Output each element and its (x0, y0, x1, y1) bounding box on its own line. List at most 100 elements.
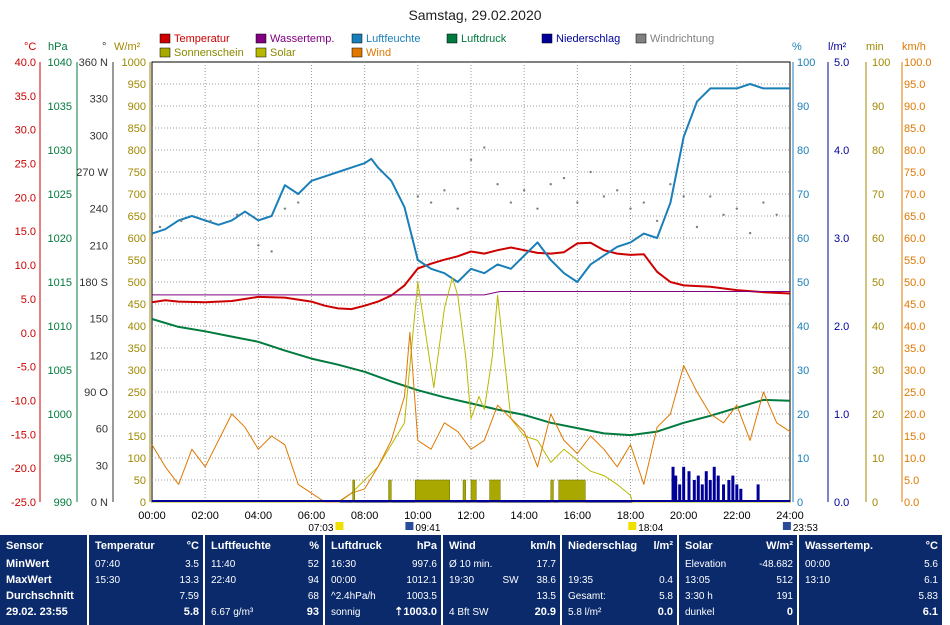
series-line-luftdruck (151, 318, 791, 437)
axis-tick-label: 5.0 (21, 294, 36, 306)
axis-tick-label: 995 (54, 453, 72, 465)
wind-direction-point (522, 189, 526, 192)
legend-swatch (159, 33, 171, 44)
marker-icon (335, 522, 344, 530)
wind-direction-point (762, 201, 765, 204)
stats-row: 13:10 6.1 (805, 573, 938, 588)
stats-row: 6.1 (805, 605, 938, 620)
stats-row: Durchschnitt (6, 589, 81, 604)
axis-tick-label: 80.0 (904, 145, 925, 157)
stats-cell: 17.7 (536, 559, 556, 570)
axis-tick-label: 35.0 (15, 91, 36, 103)
legend-swatch (635, 33, 647, 44)
stats-cell: 5.6 (924, 559, 938, 570)
axis-tick-label: 10 (872, 453, 884, 465)
stats-column-unit: km/h (530, 540, 556, 552)
axis-tick-label: 25.0 (15, 159, 36, 171)
axis-tick-label: 100.0 (904, 57, 932, 69)
axis-tick-label: 300 (128, 365, 146, 377)
precipitation-bar (735, 484, 739, 502)
x-tick-label: 14:00 (510, 510, 538, 522)
legend-label: Luftfeuchte (366, 33, 420, 45)
axis-unit-label: l/m² (828, 41, 847, 53)
marker-label: 09:41 (415, 523, 440, 534)
axis-tick-label: 4.0 (834, 145, 849, 157)
wind-direction-point (602, 195, 606, 198)
axis-tick-label: 1030 (48, 145, 72, 157)
axis-unit-label: °C (24, 41, 36, 53)
stats-cell: 6.1 (924, 575, 938, 586)
stats-column: Niederschlag l/m² 19:35 0.4 Gesamt: 5.8 5.8 l/… (560, 535, 679, 625)
wind-direction-point (416, 195, 420, 198)
stats-column-title: Wind (449, 540, 476, 552)
axis-tick-label: 55.0 (904, 255, 925, 267)
wind-direction-point (469, 158, 473, 161)
wind-direction-point (735, 207, 739, 210)
axis-tick-label: 5.0 (834, 57, 849, 69)
legend-label: Temperatur (174, 33, 230, 45)
stats-column-unit: °C (925, 540, 938, 552)
wind-direction-point (562, 176, 566, 180)
axis-tick-label: 90 O (84, 387, 108, 399)
stats-cell: Elevation (685, 559, 727, 570)
precipitation-bar (716, 475, 720, 502)
wind-direction-point (669, 183, 672, 186)
stats-cell: 0.4 (659, 575, 673, 586)
stats-cell: dunkel (685, 607, 715, 618)
stats-row: 4 Bft SW 20.9 (449, 605, 556, 620)
stats-cell: 1012.1 (406, 575, 437, 586)
stats-column-title: Sensor (6, 540, 44, 552)
axis-tick-label: 50 (797, 277, 809, 289)
axis-tick-label: 650 (128, 211, 146, 223)
wind-direction-point (443, 189, 446, 192)
axis-tick-label: -25.0 (11, 497, 36, 509)
axis-tick-label: 70 (797, 189, 809, 201)
stats-column: Sensor MinWert MaxWert Durchschnitt 29.02. 2… (0, 535, 87, 625)
axis-tick-label: 35.0 (904, 343, 925, 355)
stats-cell: 13.3 (179, 575, 199, 586)
x-tick-label: 20:00 (670, 510, 698, 522)
stats-cell: 5.8 (659, 591, 673, 602)
stats-row: Ø 10 min. 17.7 (449, 557, 556, 572)
axis-tick-label: 1015 (48, 277, 72, 289)
stats-cell: 19:30 (449, 575, 475, 586)
axis-tick-label: 1020 (48, 233, 72, 245)
legend-label: Wassertemp. (270, 33, 334, 45)
stats-row: ^2.4hPa/h 1003.5 (331, 589, 437, 604)
stats-row: 19:30 SW 38.6 (449, 573, 556, 588)
sunshine-bar (470, 479, 477, 503)
sunshine-bar (550, 479, 554, 503)
axis-tick-label: 50 (134, 475, 146, 487)
stats-cell: 16:30 (331, 559, 357, 570)
axis-tick-label: 1005 (48, 365, 72, 377)
stats-cell: 5.83 (918, 591, 938, 602)
marker-icon (628, 522, 637, 530)
marker-label: 07:03 (308, 523, 333, 534)
series-line-wassertemp (152, 291, 790, 296)
axis-tick-label: 0 (872, 497, 878, 509)
sunshine-bar (352, 479, 355, 503)
stats-cell: 00:00 (805, 559, 831, 570)
precipitation-bar (708, 480, 712, 502)
stats-cell: 93 (306, 606, 319, 618)
precipitation-bar (731, 475, 735, 502)
axis-tick-label: 60 (96, 424, 108, 436)
precipitation-bar (682, 466, 686, 502)
precipitation-bar (712, 466, 716, 502)
axis-tick-label: 40 (797, 321, 809, 333)
wind-direction-point (209, 219, 212, 223)
wind-direction-point (722, 213, 725, 216)
legend-swatch (159, 47, 171, 58)
wind-direction-point (709, 195, 712, 198)
stats-cell: 7.59 (179, 591, 199, 602)
wind-direction-point (642, 201, 645, 204)
marker-icon (782, 522, 791, 530)
stats-row: 3:30 h 191 (685, 589, 793, 604)
legend-label: Niederschlag (556, 33, 620, 45)
axis-tick-label: 90 (872, 101, 884, 113)
series-line-wind (151, 331, 791, 503)
legend-label: Windrichtung (650, 33, 714, 45)
stats-column-title: Solar (685, 540, 713, 552)
legend-swatch (255, 47, 267, 58)
stats-cell: 19:35 (568, 575, 594, 586)
